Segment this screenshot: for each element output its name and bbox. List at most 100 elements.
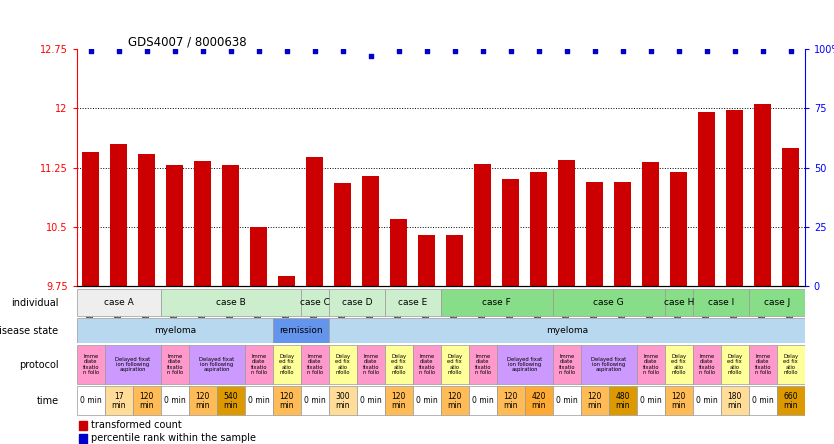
Bar bbox=[390, 219, 407, 286]
Text: 0 min: 0 min bbox=[80, 396, 102, 405]
Text: Imme
diate
fixatio
n follo: Imme diate fixatio n follo bbox=[167, 354, 183, 375]
Bar bbox=[83, 152, 99, 286]
Bar bbox=[553, 289, 665, 316]
Bar bbox=[77, 386, 105, 416]
Bar bbox=[637, 345, 665, 384]
Text: case D: case D bbox=[341, 298, 372, 307]
Bar bbox=[77, 345, 105, 384]
Bar bbox=[530, 171, 547, 286]
Point bbox=[308, 48, 321, 55]
Text: case J: case J bbox=[764, 298, 790, 307]
Bar bbox=[665, 289, 693, 316]
Bar bbox=[384, 386, 413, 416]
Bar bbox=[161, 289, 301, 316]
Text: Delayed fixat
ion following
aspiration: Delayed fixat ion following aspiration bbox=[199, 357, 234, 373]
Bar bbox=[273, 318, 329, 343]
Text: case E: case E bbox=[398, 298, 427, 307]
Point bbox=[336, 48, 349, 55]
Bar bbox=[693, 345, 721, 384]
Text: case F: case F bbox=[482, 298, 511, 307]
Bar bbox=[110, 144, 127, 286]
Bar bbox=[497, 345, 553, 384]
Text: Imme
diate
fixatio
n follo: Imme diate fixatio n follo bbox=[642, 354, 659, 375]
Bar bbox=[721, 386, 749, 416]
Bar bbox=[79, 421, 88, 430]
Text: disease state: disease state bbox=[0, 325, 58, 336]
Text: Delay
ed fix
atio
nfollo: Delay ed fix atio nfollo bbox=[391, 354, 406, 375]
Bar bbox=[502, 179, 520, 286]
Bar bbox=[413, 345, 440, 384]
Text: transformed count: transformed count bbox=[92, 420, 182, 430]
Text: 0 min: 0 min bbox=[472, 396, 494, 405]
Text: Imme
diate
fixatio
n follo: Imme diate fixatio n follo bbox=[363, 354, 379, 375]
Text: 120
min: 120 min bbox=[448, 392, 462, 410]
Text: case I: case I bbox=[708, 298, 734, 307]
Bar bbox=[334, 183, 351, 286]
Point bbox=[420, 48, 434, 55]
Text: Delayed fixat
ion following
aspiration: Delayed fixat ion following aspiration bbox=[591, 357, 626, 373]
Bar bbox=[138, 154, 155, 286]
Bar bbox=[580, 386, 609, 416]
Text: 17
min: 17 min bbox=[112, 392, 126, 410]
Text: 120
min: 120 min bbox=[671, 392, 686, 410]
Point bbox=[392, 48, 405, 55]
Text: individual: individual bbox=[11, 297, 58, 308]
Bar bbox=[671, 171, 687, 286]
Bar bbox=[188, 345, 244, 384]
Bar bbox=[755, 104, 771, 286]
Bar bbox=[413, 386, 440, 416]
Bar bbox=[469, 345, 497, 384]
Text: 180
min: 180 min bbox=[727, 392, 742, 410]
Bar bbox=[776, 386, 805, 416]
Text: 480
min: 480 min bbox=[615, 392, 630, 410]
Bar bbox=[362, 175, 379, 286]
Point bbox=[728, 48, 741, 55]
Bar bbox=[301, 386, 329, 416]
Bar bbox=[166, 165, 183, 286]
Text: 120
min: 120 min bbox=[195, 392, 210, 410]
Text: case H: case H bbox=[664, 298, 694, 307]
Bar bbox=[615, 182, 631, 286]
Text: myeloma: myeloma bbox=[545, 326, 588, 335]
Text: GDS4007 / 8000638: GDS4007 / 8000638 bbox=[128, 36, 246, 49]
Text: 0 min: 0 min bbox=[304, 396, 325, 405]
Bar bbox=[105, 386, 133, 416]
Point bbox=[112, 48, 125, 55]
Bar bbox=[357, 345, 384, 384]
Point bbox=[224, 48, 238, 55]
Bar bbox=[188, 386, 217, 416]
Text: 0 min: 0 min bbox=[696, 396, 718, 405]
Point bbox=[476, 48, 490, 55]
Bar bbox=[698, 112, 716, 286]
Bar bbox=[105, 345, 161, 384]
Text: 0 min: 0 min bbox=[556, 396, 578, 405]
Text: case A: case A bbox=[104, 298, 133, 307]
Text: Imme
diate
fixatio
n follo: Imme diate fixatio n follo bbox=[250, 354, 267, 375]
Text: 120
min: 120 min bbox=[391, 392, 406, 410]
Point bbox=[196, 48, 209, 55]
Bar bbox=[329, 318, 805, 343]
Text: 120
min: 120 min bbox=[279, 392, 294, 410]
Bar bbox=[77, 289, 161, 316]
Point bbox=[700, 48, 713, 55]
Point bbox=[252, 48, 265, 55]
Text: Delay
ed fix
atio
nfollo: Delay ed fix atio nfollo bbox=[783, 354, 798, 375]
Point bbox=[448, 48, 461, 55]
Bar bbox=[475, 164, 491, 286]
Bar bbox=[525, 386, 553, 416]
Bar bbox=[133, 386, 161, 416]
Point bbox=[168, 48, 182, 55]
Bar bbox=[306, 157, 323, 286]
Text: Delayed fixat
ion following
aspiration: Delayed fixat ion following aspiration bbox=[115, 357, 150, 373]
Text: Delay
ed fix
atio
nfollo: Delay ed fix atio nfollo bbox=[671, 354, 686, 375]
Bar bbox=[665, 386, 693, 416]
Text: 120
min: 120 min bbox=[504, 392, 518, 410]
Text: 0 min: 0 min bbox=[640, 396, 661, 405]
Point bbox=[364, 52, 378, 59]
Bar bbox=[329, 345, 357, 384]
Text: Imme
diate
fixatio
n follo: Imme diate fixatio n follo bbox=[475, 354, 491, 375]
Text: protocol: protocol bbox=[19, 360, 58, 369]
Bar bbox=[469, 386, 497, 416]
Text: myeloma: myeloma bbox=[153, 326, 196, 335]
Bar bbox=[79, 433, 88, 443]
